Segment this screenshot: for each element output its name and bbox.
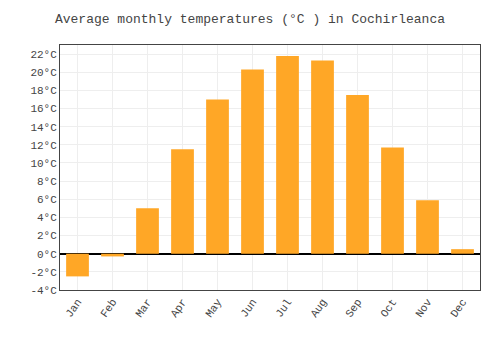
svg-text:-4°C: -4°C bbox=[30, 285, 57, 297]
svg-text:May: May bbox=[203, 296, 224, 319]
svg-text:18°C: 18°C bbox=[30, 85, 57, 97]
svg-text:Feb: Feb bbox=[98, 297, 119, 320]
svg-text:Oct: Oct bbox=[378, 297, 399, 320]
svg-text:Jul: Jul bbox=[273, 297, 294, 320]
svg-text:0°C: 0°C bbox=[37, 249, 57, 261]
svg-text:Dec: Dec bbox=[448, 297, 469, 320]
svg-text:2°C: 2°C bbox=[37, 230, 57, 242]
svg-text:Jun: Jun bbox=[238, 297, 259, 320]
svg-text:22°C: 22°C bbox=[30, 49, 57, 61]
svg-text:Apr: Apr bbox=[168, 297, 189, 320]
svg-text:Aug: Aug bbox=[308, 297, 329, 320]
svg-text:14°C: 14°C bbox=[30, 122, 57, 134]
svg-text:Mar: Mar bbox=[133, 297, 154, 320]
svg-text:12°C: 12°C bbox=[30, 140, 57, 152]
svg-text:16°C: 16°C bbox=[30, 103, 57, 115]
svg-text:Average monthly temperatures (: Average monthly temperatures (°C ) in Co… bbox=[55, 12, 445, 27]
svg-text:20°C: 20°C bbox=[30, 67, 57, 79]
svg-text:10°C: 10°C bbox=[30, 158, 57, 170]
svg-text:6°C: 6°C bbox=[37, 194, 57, 206]
svg-text:-2°C: -2°C bbox=[30, 267, 57, 279]
svg-text:8°C: 8°C bbox=[37, 176, 57, 188]
svg-text:4°C: 4°C bbox=[37, 212, 57, 224]
svg-text:Sep: Sep bbox=[343, 297, 364, 320]
svg-text:Nov: Nov bbox=[413, 296, 434, 319]
svg-text:Jan: Jan bbox=[63, 297, 84, 320]
